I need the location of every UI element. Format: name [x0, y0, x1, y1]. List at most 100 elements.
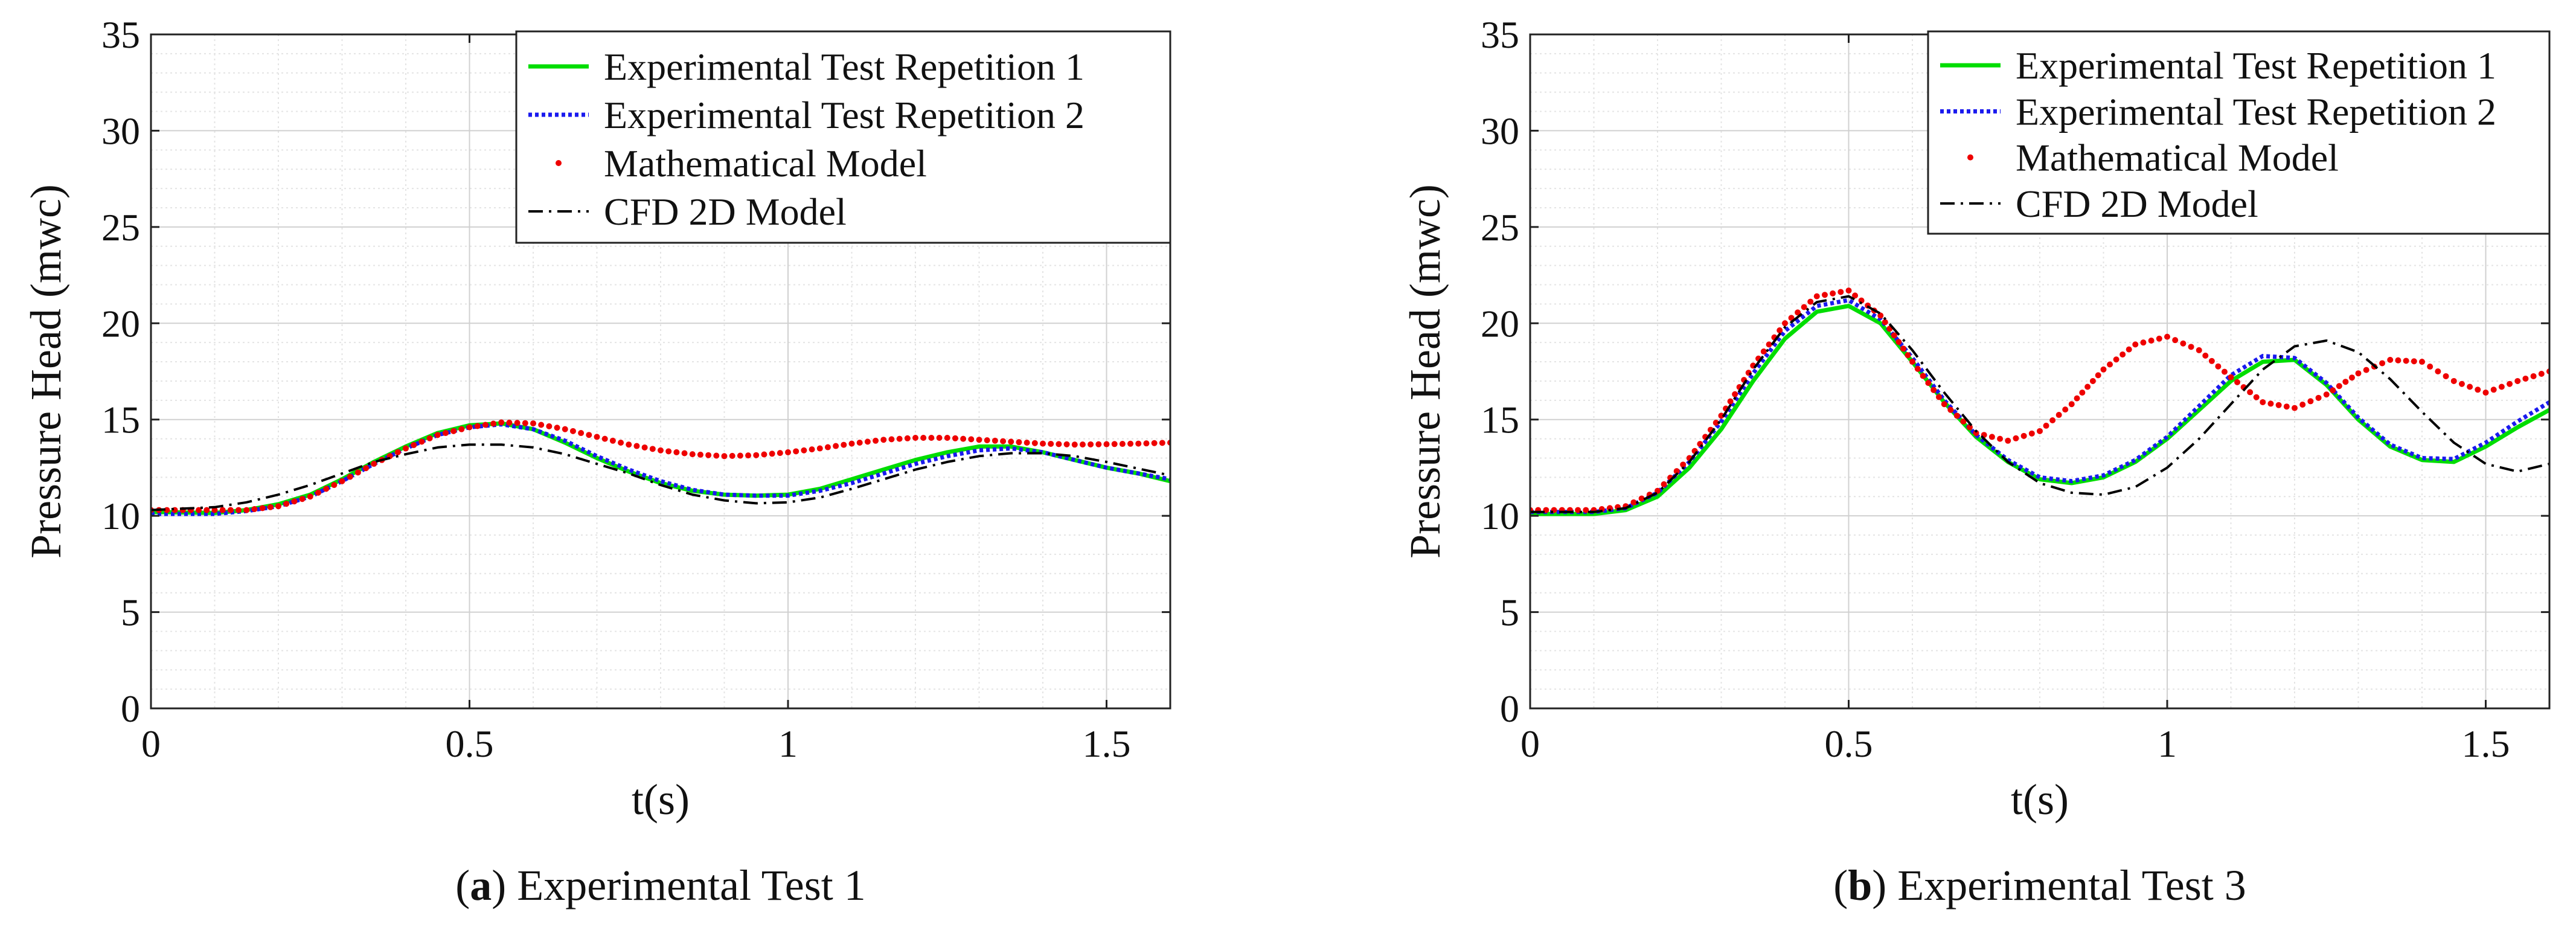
marker-dot — [2498, 383, 2505, 390]
x-tick-label: 0 — [1520, 722, 1540, 765]
data-point — [2482, 390, 2489, 396]
marker-dot — [2148, 337, 2155, 344]
y-tick-label: 15 — [101, 399, 140, 441]
marker-dot — [227, 507, 234, 513]
y-tick-label: 5 — [121, 591, 140, 634]
marker-dot — [2234, 379, 2241, 385]
data-point — [2068, 401, 2075, 408]
panel-caption: (b) Experimental Test 3 — [1833, 861, 2246, 909]
marker-dot — [1852, 292, 1859, 299]
caption-letter: b — [1848, 861, 1872, 909]
data-point — [1071, 441, 1078, 448]
marker-dot — [673, 449, 680, 455]
marker-dot — [1727, 398, 1734, 405]
marker-dot — [1056, 441, 1062, 447]
data-point — [434, 432, 441, 438]
marker-dot — [426, 435, 433, 441]
x-tick-label: 0.5 — [1825, 722, 1873, 765]
marker-dot — [2395, 357, 2401, 364]
marker-dot — [633, 443, 640, 449]
marker-dot — [1630, 499, 1637, 505]
marker-dot — [514, 420, 521, 426]
y-tick-label: 0 — [121, 687, 140, 730]
marker-dot — [1127, 440, 1134, 447]
data-point — [1718, 412, 1725, 419]
data-point — [2228, 374, 2234, 380]
x-tick-label: 1 — [2158, 722, 2177, 765]
marker-dot — [2267, 400, 2274, 407]
x-tick-label: 1.5 — [2462, 722, 2510, 765]
marker-dot — [1063, 441, 1070, 447]
marker-dot — [761, 451, 767, 458]
marker-dot — [2283, 403, 2290, 410]
data-point — [275, 503, 281, 510]
data-point — [880, 437, 887, 443]
data-point — [498, 419, 505, 426]
marker-dot — [1638, 495, 1645, 502]
marker-dot — [1000, 438, 1007, 444]
marker-dot — [1119, 441, 1126, 447]
marker-dot — [1088, 441, 1094, 447]
marker-dot — [960, 435, 967, 442]
data-point — [689, 451, 696, 458]
marker-dot — [2253, 394, 2260, 400]
series-group — [151, 419, 1170, 516]
marker-dot — [2188, 344, 2194, 350]
y-axis-label: Pressure Head (mwc) — [22, 184, 70, 559]
marker-dot — [1953, 412, 1960, 419]
marker-dot — [2020, 432, 2027, 439]
marker-dot — [936, 435, 943, 441]
marker-dot — [2443, 373, 2449, 379]
marker-dot — [2140, 339, 2147, 346]
data-point — [2037, 428, 2043, 434]
data-point — [753, 452, 760, 458]
marker-dot — [968, 436, 975, 443]
marker-dot — [331, 482, 338, 489]
marker-dot — [363, 465, 370, 472]
legend-label: Experimental Test Repetition 1 — [2016, 44, 2496, 87]
marker-dot — [777, 450, 783, 457]
marker-dot — [793, 448, 799, 455]
data-point — [1040, 440, 1046, 447]
marker-dot — [984, 437, 990, 443]
x-axis-label: t(s) — [2011, 775, 2069, 824]
marker-dot — [1111, 441, 1118, 447]
panel-caption: (a) Experimental Test 1 — [455, 861, 865, 909]
data-point — [2164, 333, 2170, 340]
marker-dot — [394, 449, 401, 455]
marker-dot — [809, 446, 815, 453]
chart-panel-b: 0 5 10 15 20 25 30 35 0 0.5 1 1.5 t(s) Pressure Head … — [1401, 13, 2551, 909]
marker-dot — [1830, 290, 1836, 297]
data-point — [2387, 356, 2394, 363]
marker-dot — [586, 432, 592, 438]
marker-dot — [2221, 368, 2228, 375]
data-point — [2323, 391, 2330, 398]
marker-dot — [1143, 440, 1150, 447]
marker-dot — [1925, 380, 1932, 387]
marker-dot — [2043, 422, 2049, 429]
marker-dot — [1673, 468, 1680, 475]
y-tick-label: 5 — [1500, 591, 1519, 634]
y-tick-label: 10 — [101, 495, 140, 537]
marker-dot — [801, 447, 807, 454]
marker-dot — [354, 469, 361, 476]
marker-dot — [546, 423, 553, 429]
marker-dot — [864, 438, 871, 445]
x-tick-label: 0.5 — [446, 722, 494, 765]
x-tick-label: 0 — [141, 722, 161, 765]
series-cfd-2d-model — [1530, 295, 2549, 513]
y-axis-label: Pressure Head (mwc) — [1401, 184, 1449, 559]
marker-dot — [1583, 507, 1589, 513]
marker-dot — [251, 505, 258, 512]
marker-dot — [1960, 418, 1967, 425]
marker-dot — [1575, 507, 1581, 513]
marker-dot — [450, 428, 457, 434]
legend: Experimental Test Repetition 1 Experiment… — [515, 30, 1171, 244]
marker-dot — [2049, 417, 2056, 423]
marker-dot — [2299, 402, 2306, 408]
marker-dot — [1766, 341, 1772, 348]
marker-dot — [1016, 439, 1022, 446]
data-point — [1782, 320, 1788, 327]
data-point — [466, 424, 473, 431]
